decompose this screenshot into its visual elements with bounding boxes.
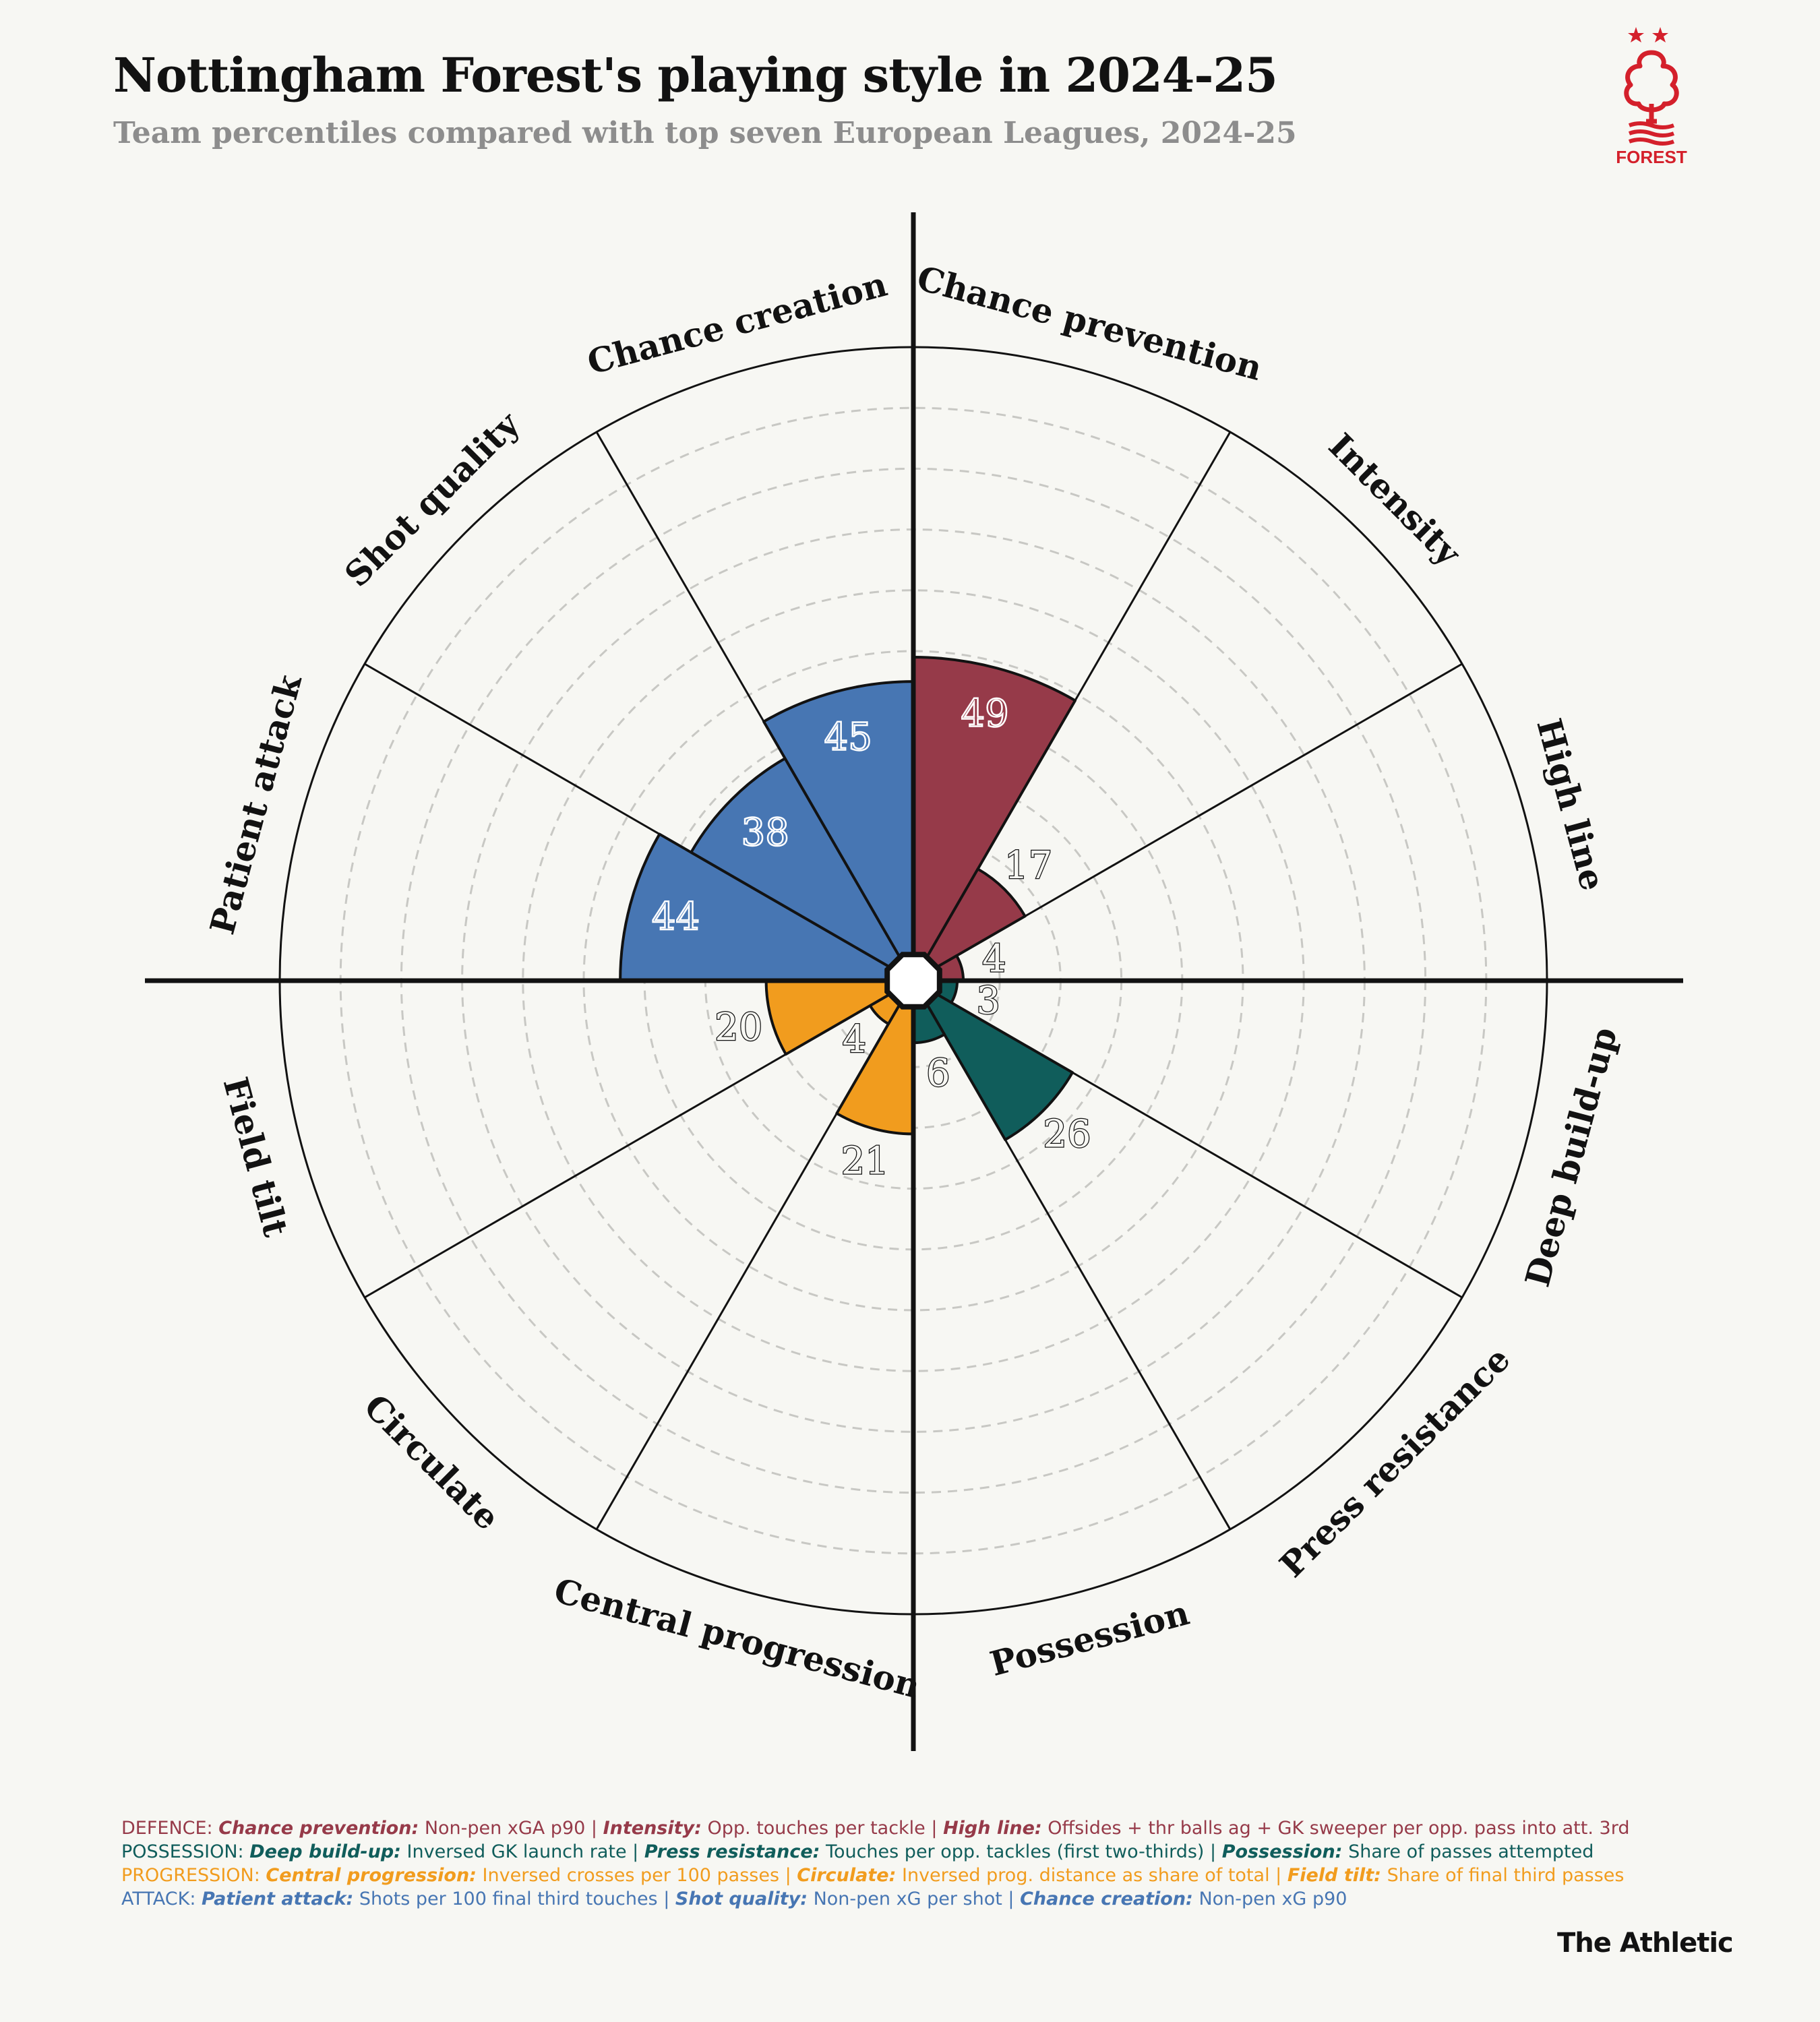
bar-shot-quality <box>690 757 915 982</box>
bar-intensity <box>912 867 1027 982</box>
value-label: 17 <box>1004 844 1052 888</box>
category-label: Intensity <box>1321 425 1469 574</box>
footnote-metric-desc: Inversed crosses per 100 passes <box>476 1865 780 1886</box>
value-label: 44 <box>652 895 700 939</box>
value-label: 6 <box>926 1051 950 1095</box>
footnote-metric-name: High line: <box>943 1818 1042 1839</box>
footnote-metric-name: Patient attack: <box>202 1889 354 1909</box>
footnote-prefix: DEFENCE: <box>121 1818 219 1839</box>
category-label: Central progression <box>550 1570 924 1707</box>
forest-tree-crest-icon <box>1624 50 1679 124</box>
value-label: 49 <box>961 692 1008 735</box>
footnote-progression: PROGRESSION: Central progression: Invers… <box>121 1864 1753 1887</box>
footnote-metric-desc: Opp. touches per tackle <box>701 1818 926 1839</box>
bar-field-tilt <box>764 979 915 1056</box>
footnote-metric-name: Chance prevention: <box>218 1818 419 1839</box>
category-label: High line <box>1529 714 1613 894</box>
footnote-separator: | <box>657 1889 675 1909</box>
category-label: Patient attack <box>202 670 310 939</box>
category-label: Chance creation <box>583 264 891 382</box>
page-subtitle: Team percentiles compared with top seven… <box>113 116 1297 150</box>
value-label: 20 <box>715 1006 762 1049</box>
footnote-metric-name: Deep build-up: <box>249 1841 401 1862</box>
footnote-metric-name: Field tilt: <box>1287 1865 1381 1886</box>
category-label: Chance prevention <box>913 258 1266 388</box>
footnote-metric-desc: Touches per opp. tackles (first two-thir… <box>820 1841 1205 1862</box>
center-hub <box>884 952 942 1010</box>
footnote-metric-name: Central progression: <box>266 1865 477 1886</box>
footnote-metric-name: Press resistance: <box>644 1841 820 1862</box>
category-label: Press resistance <box>1272 1339 1518 1585</box>
footnote-separator: | <box>925 1818 944 1839</box>
footnote-separator: | <box>585 1818 603 1839</box>
footnote-possession: POSSESSION: Deep build-up: Inversed GK l… <box>121 1840 1753 1864</box>
category-label: Field tilt <box>216 1073 297 1241</box>
footnote-defence: DEFENCE: Chance prevention: Non-pen xGA … <box>121 1816 1753 1840</box>
brand-logo-text: The Athletic <box>1557 1928 1734 1959</box>
value-label: 26 <box>1043 1113 1091 1157</box>
footnote-separator: | <box>626 1841 644 1862</box>
bar-chance-prevention <box>912 656 1076 982</box>
footnote-metric-name: Circulate: <box>797 1865 897 1886</box>
footnote-metric-desc: Non-pen xGA p90 <box>419 1818 586 1839</box>
footnote: DEFENCE: Chance prevention: Non-pen xGA … <box>121 1816 1753 1911</box>
star-icon <box>1628 27 1668 42</box>
value-label: 4 <box>842 1018 866 1062</box>
value-label: 45 <box>824 715 872 759</box>
footnote-metric-name: Shot quality: <box>675 1889 808 1909</box>
footnote-metric-desc: Share of passes attempted <box>1342 1841 1594 1862</box>
footnote-metric-desc: Shots per 100 final third touches <box>353 1889 658 1909</box>
footnote-separator: | <box>779 1865 797 1886</box>
footnote-metric-desc: Offsides + thr balls ag + GK sweeper per… <box>1041 1818 1630 1839</box>
footnote-metric-name: Intensity: <box>603 1818 702 1839</box>
footnote-separator: | <box>1204 1841 1222 1862</box>
forest-logo: FOREST <box>1616 27 1687 165</box>
category-label: Shot quality <box>337 403 528 594</box>
value-label: 21 <box>841 1139 889 1183</box>
footnote-separator: | <box>1002 1889 1021 1909</box>
bar-chance-creation <box>762 680 915 982</box>
bar-central-progression <box>835 979 915 1136</box>
footnote-metric-desc: Non-pen xG per shot <box>808 1889 1002 1909</box>
footnote-attack: ATTACK: Patient attack: Shots per 100 fi… <box>121 1887 1753 1911</box>
footnote-metric-desc: Non-pen xG p90 <box>1192 1889 1347 1909</box>
page-title: Nottingham Forest's playing style in 202… <box>113 47 1278 103</box>
footnote-metric-name: Chance creation: <box>1020 1889 1193 1909</box>
footnote-prefix: ATTACK: <box>121 1889 202 1909</box>
footnote-metric-desc: Share of final third passes <box>1381 1865 1625 1886</box>
footnote-prefix: PROGRESSION: <box>121 1865 266 1886</box>
category-label: Circulate <box>357 1386 508 1537</box>
logo-text: FOREST <box>1616 147 1687 165</box>
bar-press-resistance <box>912 979 1074 1142</box>
category-label: Deep build-up <box>1517 1023 1625 1291</box>
footnote-separator: | <box>1269 1865 1287 1886</box>
footnote-prefix: POSSESSION: <box>121 1841 250 1862</box>
value-label: 3 <box>976 979 1000 1022</box>
value-label: 38 <box>741 811 789 855</box>
footnote-metric-name: Possession: <box>1221 1841 1343 1862</box>
bar-patient-attack <box>619 832 915 982</box>
value-label: 4 <box>982 937 1006 981</box>
footnote-metric-desc: Inversed GK launch rate <box>400 1841 627 1862</box>
footnote-metric-desc: Inversed prog. distance as share of tota… <box>896 1865 1270 1886</box>
